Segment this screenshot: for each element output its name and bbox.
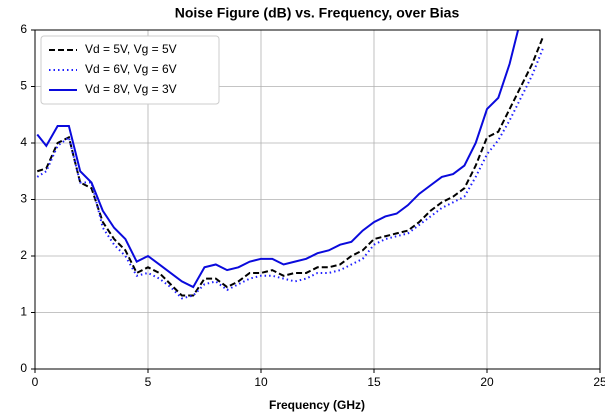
legend-label: Vd = 8V, Vg = 3V (85, 82, 177, 96)
x-tick-label: 25 (593, 375, 605, 389)
y-tick-label: 2 (20, 248, 27, 262)
chart-title: Noise Figure (dB) vs. Frequency, over Bi… (175, 5, 460, 21)
y-tick-label: 5 (20, 79, 27, 93)
y-tick-label: 4 (20, 135, 27, 149)
y-tick-label: 0 (20, 361, 27, 375)
x-tick-label: 5 (145, 375, 152, 389)
legend-label: Vd = 5V, Vg = 5V (85, 42, 177, 56)
x-tick-label: 0 (32, 375, 39, 389)
series-line (36, 30, 520, 289)
y-tick-label: 3 (20, 192, 27, 206)
x-tick-label: 10 (254, 375, 268, 389)
series-line (36, 46, 545, 300)
plot-frame (34, 29, 601, 370)
x-tick-label: 15 (367, 375, 381, 389)
x-tick-label: 20 (480, 375, 494, 389)
plot-area (36, 30, 545, 300)
series-line (36, 35, 545, 297)
x-axis-label: Frequency (GHz) (269, 398, 365, 412)
legend-label: Vd = 6V, Vg = 6V (85, 62, 177, 76)
y-tick-label: 1 (20, 305, 27, 319)
y-tick-label: 6 (20, 22, 27, 36)
legend-box (40, 35, 220, 105)
